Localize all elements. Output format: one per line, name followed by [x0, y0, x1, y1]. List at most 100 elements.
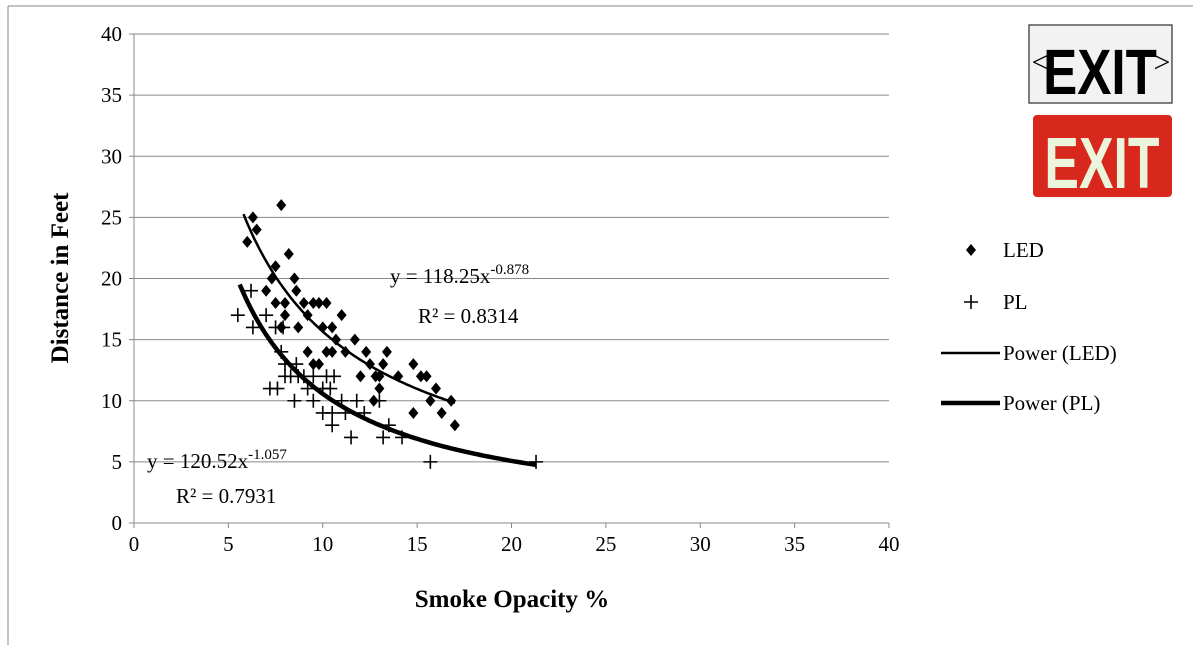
sign-text: EXIT: [1043, 38, 1157, 109]
y-tick-label: 30: [101, 144, 122, 168]
equation-exponent: -1.057: [248, 447, 287, 463]
point: [247, 211, 258, 224]
x-tick-label: 30: [690, 532, 711, 556]
point: [372, 393, 387, 408]
point: [423, 454, 438, 469]
y-tick-label: 10: [101, 389, 122, 413]
legend-label: PL: [1003, 290, 1028, 314]
point: [327, 345, 338, 358]
point: [355, 370, 366, 383]
equation-base: y = 120.52x: [147, 449, 249, 473]
point: [376, 430, 391, 445]
point: [425, 394, 436, 407]
point: [431, 382, 441, 395]
point: [421, 370, 432, 383]
sign-text: EXIT: [1044, 124, 1159, 204]
x-tick-label: 35: [784, 532, 805, 556]
point: [245, 320, 260, 335]
point: [323, 381, 338, 396]
point: [242, 235, 253, 248]
point: [270, 296, 281, 309]
exit-sign: EXIT: [1033, 115, 1172, 204]
point: [308, 296, 319, 309]
sign-frame: [1033, 115, 1172, 197]
point: [349, 393, 364, 408]
trendline: [242, 213, 456, 405]
point: [244, 283, 259, 298]
sign-arrow: <: [1032, 46, 1049, 79]
point: [349, 333, 360, 346]
x-tick-label: 20: [501, 532, 522, 556]
x-axis-title: Smoke Opacity %: [415, 586, 609, 613]
point: [378, 358, 389, 371]
point: [270, 260, 281, 273]
point: [325, 418, 340, 433]
x-tick-label: 15: [407, 532, 428, 556]
sign-frame: [1028, 24, 1173, 104]
point: [313, 358, 324, 371]
x-tick-label: 5: [223, 532, 234, 556]
point: [325, 405, 340, 420]
point: [327, 369, 342, 384]
point: [289, 272, 300, 285]
y-axis-title: Distance in Feet: [47, 192, 74, 363]
point: [302, 345, 313, 358]
point: [436, 406, 447, 419]
point: [344, 430, 359, 445]
legend-label: LED: [1003, 238, 1044, 262]
point: [283, 248, 294, 261]
y-tick-label: 25: [101, 205, 122, 229]
point: [361, 345, 372, 358]
trend-equation: y = 120.52x-1.057: [147, 447, 287, 473]
x-tick-label: 40: [879, 532, 900, 556]
exit-sign: EXIT < >: [1028, 24, 1173, 109]
legend-marker: [964, 295, 978, 309]
y-tick-label: 0: [112, 511, 123, 535]
trend-r2: R² = 0.7931: [176, 484, 276, 508]
x-tick-label: 10: [312, 532, 333, 556]
point: [251, 223, 262, 236]
point: [261, 284, 272, 297]
point: [321, 345, 332, 358]
point: [276, 320, 291, 335]
point: [293, 321, 304, 334]
point: [408, 358, 419, 371]
point: [276, 199, 287, 212]
equation-base: y = 118.25x: [390, 264, 491, 288]
point: [306, 393, 321, 408]
y-tick-label: 5: [112, 450, 123, 474]
point: [280, 309, 290, 322]
point: [374, 382, 385, 395]
point: [291, 284, 302, 297]
y-tick-label: 35: [101, 83, 122, 107]
point: [259, 308, 274, 323]
point: [449, 419, 460, 432]
point: [336, 309, 347, 322]
x-tick-label: 25: [595, 532, 616, 556]
point: [327, 321, 338, 334]
legend-label: Power (LED): [1003, 341, 1117, 365]
point: [415, 370, 426, 383]
sign-arrow: >: [1154, 46, 1171, 79]
point: [287, 393, 302, 408]
y-tick-label: 20: [101, 267, 122, 291]
point: [308, 358, 319, 371]
y-tick-label: 15: [101, 328, 122, 352]
point: [321, 296, 332, 309]
point: [306, 369, 321, 384]
legend-marker: [966, 244, 976, 256]
y-tick-label: 40: [101, 22, 122, 46]
point: [280, 296, 290, 309]
point: [313, 296, 324, 309]
trend-equation: y = 118.25x-0.878: [390, 262, 529, 288]
point: [381, 345, 392, 358]
equation-exponent: -0.878: [490, 262, 529, 278]
x-tick-label: 0: [129, 532, 140, 556]
trendline: [237, 283, 537, 468]
point: [408, 406, 419, 419]
point: [330, 333, 341, 346]
legend-label: Power (PL): [1003, 391, 1100, 415]
trend-r2: R² = 0.8314: [418, 304, 519, 328]
point: [270, 381, 285, 396]
